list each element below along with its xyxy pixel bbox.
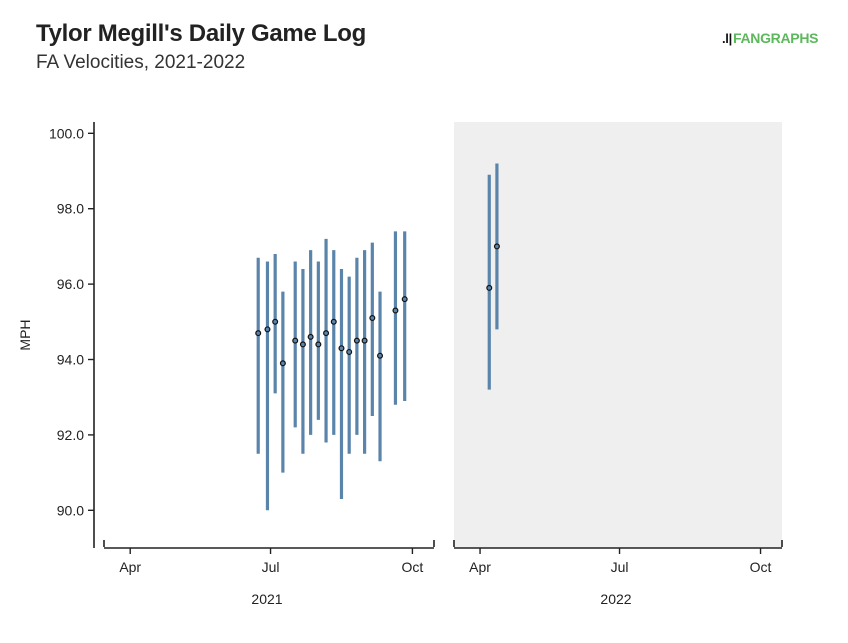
average-velocity-point [353,337,360,344]
chart-subtitle: FA Velocities, 2021-2022 [36,52,246,73]
x-tick-label: Jul [611,559,629,575]
average-velocity-point [486,284,493,291]
average-velocity-point [401,296,408,303]
x-tick-label: Apr [469,559,491,575]
average-velocity-point [272,318,279,325]
average-velocity-point [255,330,262,337]
average-velocity-point [264,326,271,333]
x-tick-label: Oct [750,559,772,575]
y-tick-label: 92.0 [57,427,84,443]
average-velocity-point [330,318,337,325]
average-velocity-point [323,330,330,337]
y-tick-label: 96.0 [57,276,84,292]
average-velocity-point [299,341,306,348]
x-tick-label: Apr [119,559,141,575]
chart-title: Tylor Megill's Daily Game Log [36,20,366,47]
fangraphs-logo-icon: .l| [722,31,732,46]
y-tick-label: 98.0 [57,201,84,217]
fangraphs-logo[interactable]: .l|FANGRAPHS [722,30,818,46]
panel-year-label: 2022 [600,591,631,607]
fangraphs-logo-text: FANGRAPHS [732,30,819,46]
average-velocity-point [292,337,299,344]
average-velocity-point [315,341,322,348]
y-tick-label: 94.0 [57,352,84,368]
x-tick-label: Oct [402,559,424,575]
average-velocity-point [369,315,376,322]
y-tick-label: 90.0 [57,502,84,518]
panel-2022-background [454,122,782,548]
x-tick-label: Jul [262,559,280,575]
average-velocity-point [377,352,384,359]
average-velocity-point [392,307,399,314]
average-velocity-point [279,360,286,367]
average-velocity-point [493,243,500,250]
average-velocity-point [361,337,368,344]
y-axis-label: MPH [17,319,33,350]
panel-year-label: 2021 [251,591,282,607]
average-velocity-point [307,333,314,340]
average-velocity-point [346,348,353,355]
average-velocity-point [338,345,345,352]
y-tick-label: 100.0 [49,125,84,141]
